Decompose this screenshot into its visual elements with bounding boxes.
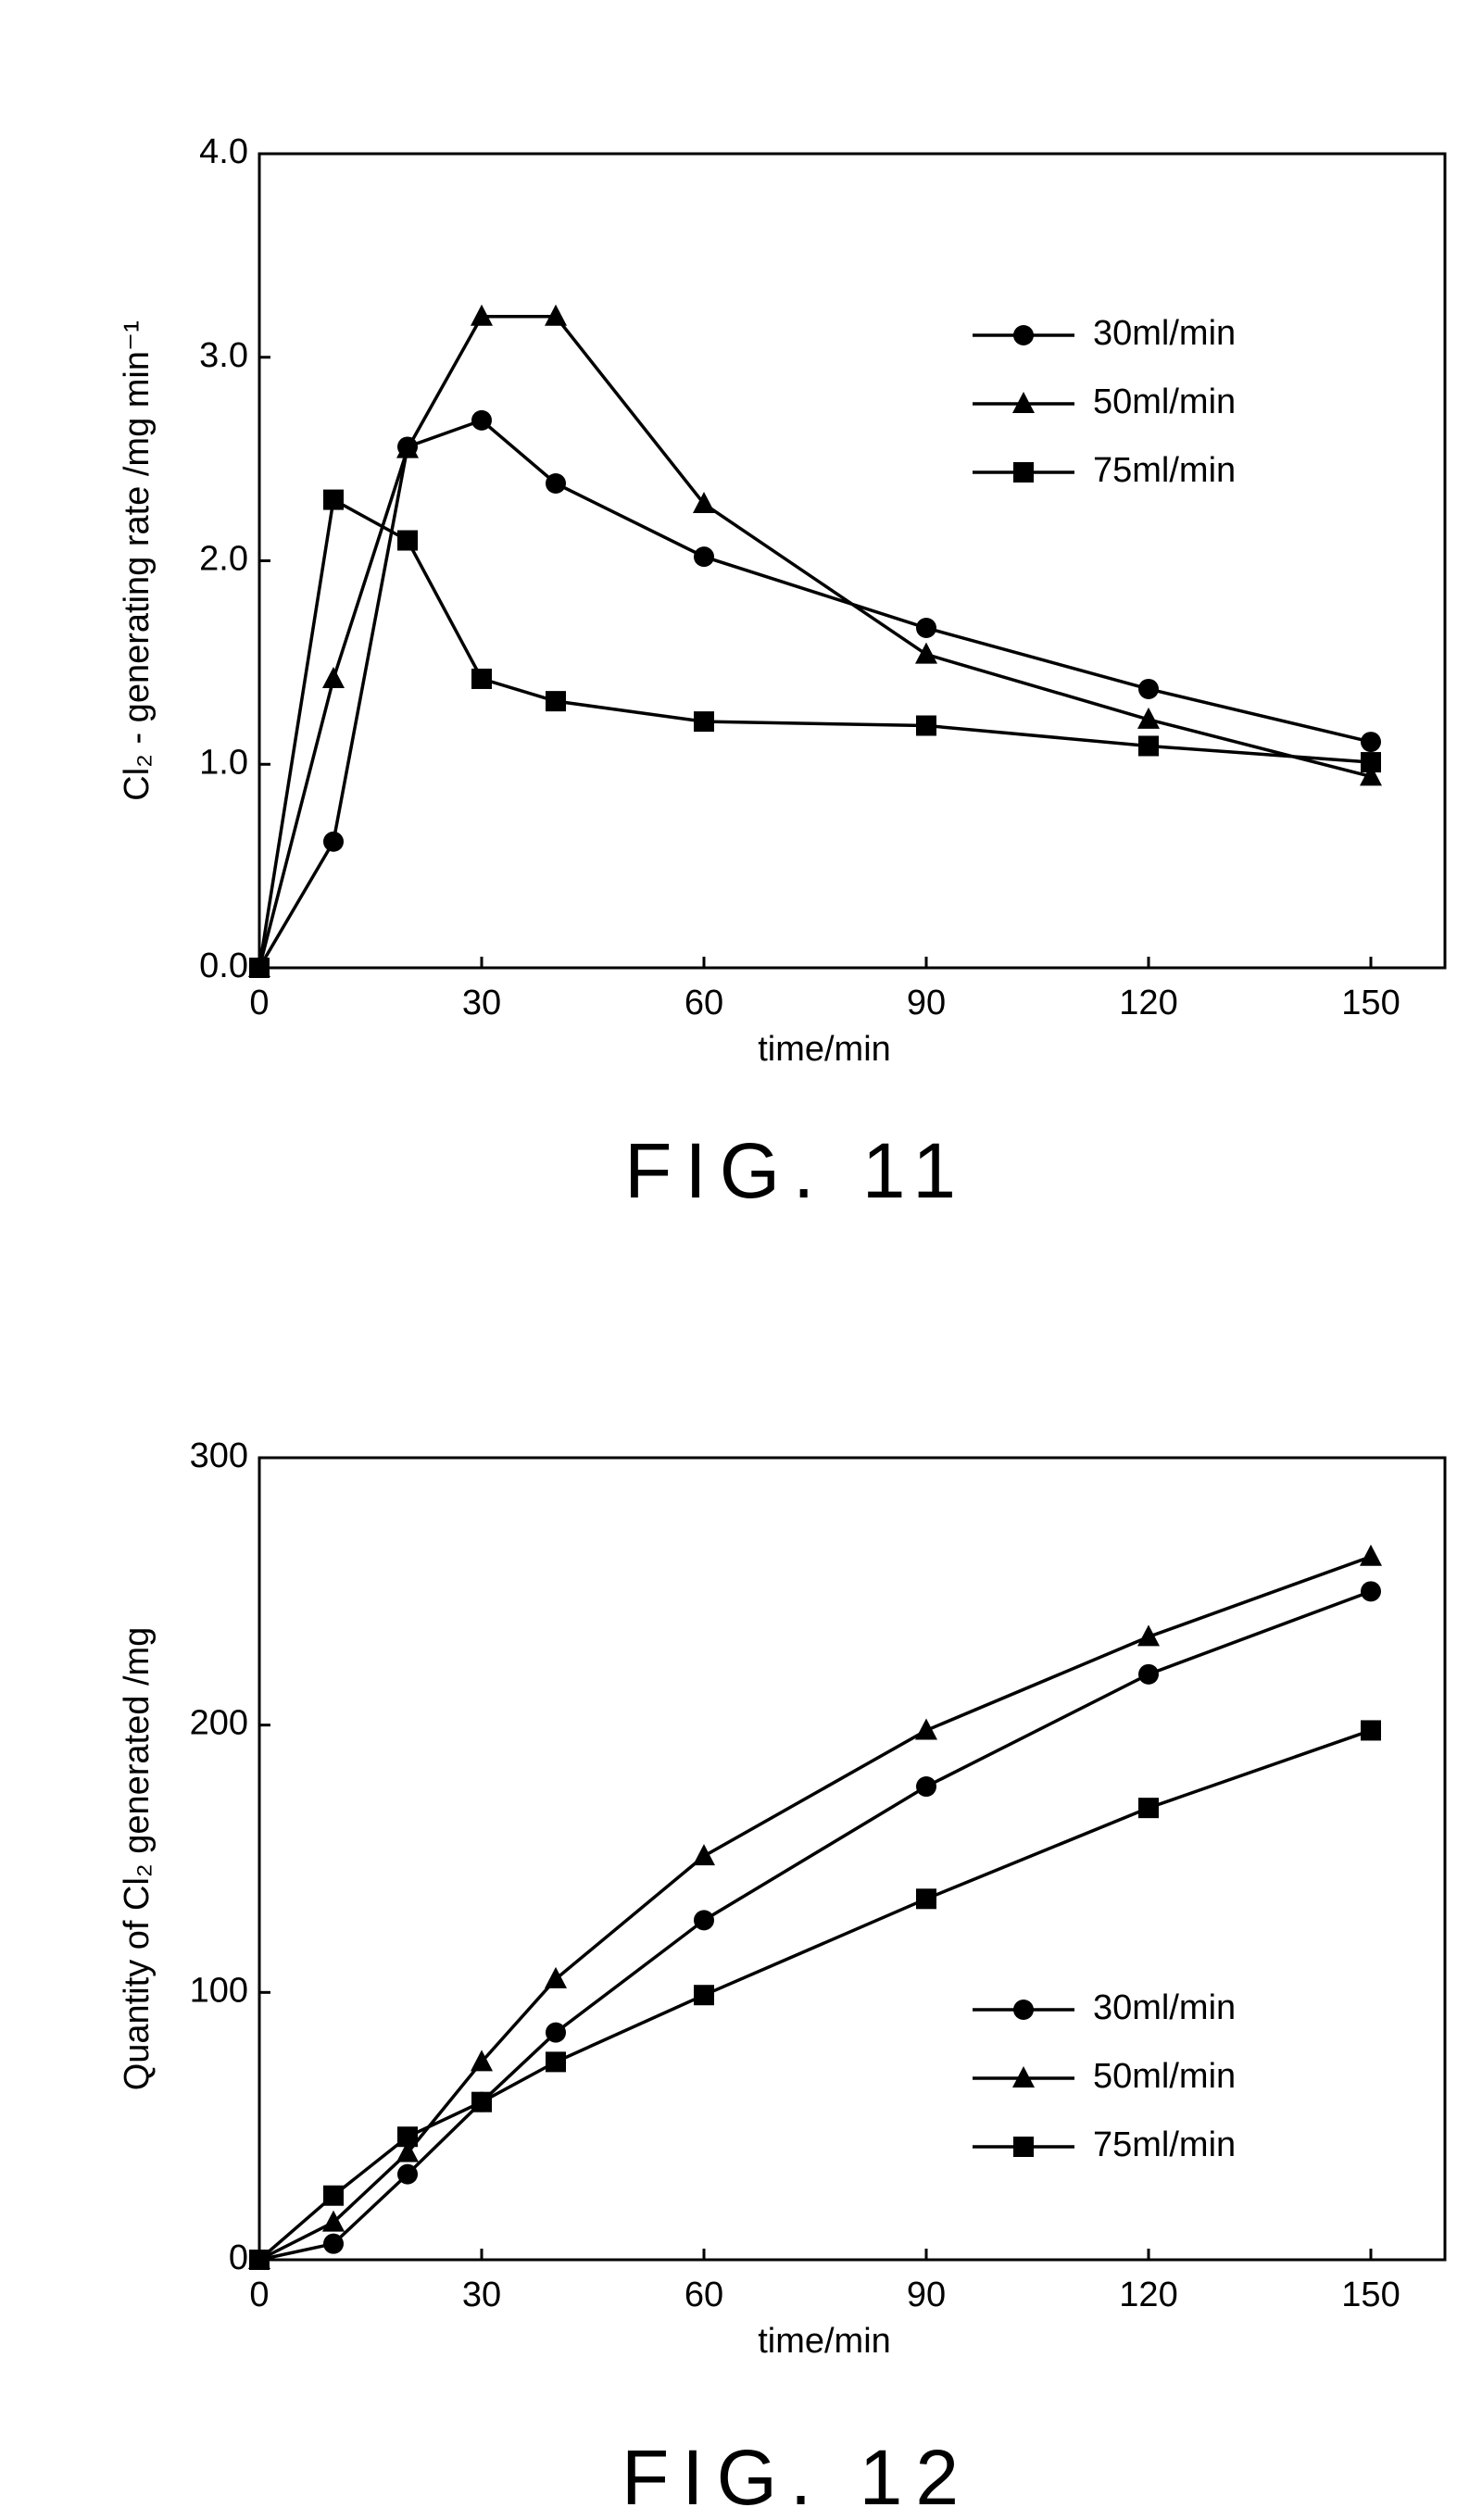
marker [546,2051,566,2072]
marker [249,958,270,978]
marker [397,2126,418,2147]
legend-marker [1013,325,1034,345]
marker [1360,1545,1382,1566]
marker [1138,1798,1159,1818]
y-tick-label: 100 [190,1971,248,2010]
marker [471,2092,492,2113]
x-tick-label: 0 [249,2276,269,2314]
marker [916,618,936,638]
x-tick-label: 60 [684,984,723,1022]
marker [323,2234,344,2254]
marker [1138,679,1159,699]
marker [397,2164,418,2185]
plot-frame [259,1458,1445,2260]
x-axis-label: time/min [758,2322,891,2361]
legend-marker [1013,462,1034,483]
marker [915,1718,937,1739]
marker [1361,732,1381,752]
marker [546,2023,566,2043]
marker [545,1967,567,1988]
legend-label: 75ml/min [1093,2125,1236,2164]
marker [546,691,566,711]
marker [546,473,566,494]
y-tick-label: 0.0 [199,947,248,985]
marker [916,715,936,735]
legend-label: 50ml/min [1093,2057,1236,2096]
x-tick-label: 90 [907,984,946,1022]
marker [1138,1664,1159,1685]
marker [1361,1581,1381,1601]
legend-marker [1013,2000,1034,2020]
y-tick-label: 0 [229,2238,248,2277]
x-tick-label: 150 [1341,984,1400,1022]
legend-label: 50ml/min [1093,382,1236,421]
legend-marker [1013,2137,1034,2157]
marker [916,1776,936,1797]
marker [1361,1720,1381,1740]
marker [323,2186,344,2206]
y-tick-label: 3.0 [199,336,248,375]
y-tick-label: 200 [190,1704,248,1743]
y-axis-label: Cl₂ - generating rate /mg min⁻¹ [118,320,157,800]
x-tick-label: 30 [462,984,501,1022]
marker [694,546,714,567]
y-tick-label: 1.0 [199,743,248,782]
marker [471,410,492,431]
x-tick-label: 60 [684,2276,723,2314]
marker [694,1910,714,1930]
plot-frame [259,154,1445,968]
x-tick-label: 120 [1119,984,1177,1022]
marker [915,643,937,664]
x-tick-label: 30 [462,2276,501,2314]
legend-label: 75ml/min [1093,451,1236,490]
marker [694,711,714,732]
series-line [259,420,1371,968]
marker [1138,735,1159,756]
x-tick-label: 150 [1341,2276,1400,2314]
y-tick-label: 300 [190,1436,248,1475]
marker [249,2250,270,2270]
y-tick-label: 2.0 [199,540,248,579]
figure-caption: FIG. 12 [622,2434,972,2520]
legend-label: 30ml/min [1093,314,1236,353]
figure-caption: FIG. 11 [624,1127,969,1214]
x-axis-label: time/min [758,1030,891,1069]
marker [322,667,345,688]
marker [1361,752,1381,772]
x-tick-label: 120 [1119,2276,1177,2314]
marker [323,832,344,852]
y-tick-label: 4.0 [199,132,248,171]
marker [323,490,344,510]
marker [693,1844,715,1865]
marker [694,1985,714,2005]
legend-label: 30ml/min [1093,1988,1236,2027]
x-tick-label: 90 [907,2276,946,2314]
marker [471,669,492,689]
marker [397,531,418,551]
marker [916,1888,936,1909]
y-axis-label: Quantity of Cl₂ generated /mg [118,1627,157,2091]
x-tick-label: 0 [249,984,269,1022]
